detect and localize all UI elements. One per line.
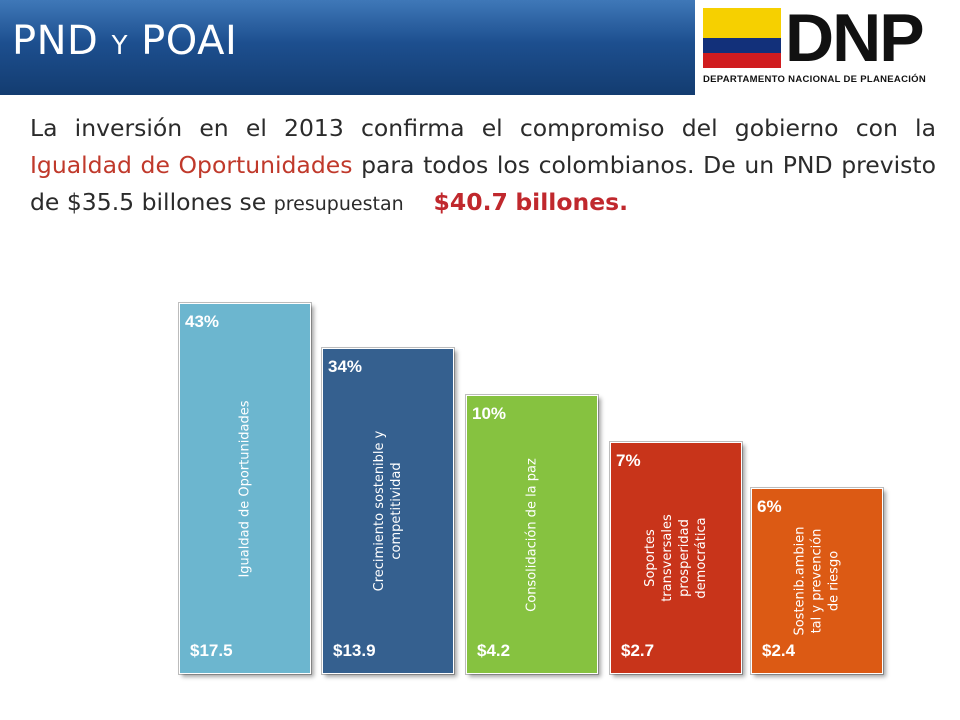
bar-percent-label: 10%: [472, 404, 507, 423]
bar-category-label: Igualdad de Oportunidades: [237, 399, 253, 578]
title-bar: PND Y POAI: [0, 0, 695, 95]
bar-percent-label: 43%: [185, 312, 220, 331]
page-title: PND Y POAI: [12, 18, 238, 64]
intro-paragraph: La inversión en el 2013 confirma el comp…: [30, 114, 936, 216]
logo-subtitle: DEPARTAMENTO NACIONAL DE PLANEACIÓN: [703, 74, 927, 85]
bar-value-label: $2.7: [621, 641, 655, 660]
bar-percent-label: 6%: [757, 497, 782, 516]
intro-amount: $40.7: [433, 188, 508, 216]
dnp-logo: DNP DEPARTAMENTO NACIONAL DE PLANEACIÓN: [695, 0, 960, 95]
bar-percent-label: 7%: [616, 451, 641, 470]
intro-amount-unit: billones.: [515, 188, 629, 216]
bar: 7% Soportes transversales prosperidad democr…: [609, 441, 743, 675]
bar-value-label: $4.2: [477, 641, 511, 660]
bar-value-label: $13.9: [333, 641, 376, 660]
bar-category-label: Soportes transversales prosperidad democrát…: [643, 514, 709, 602]
bar: 34% Crecimiento sostenible y competitivida…: [321, 347, 455, 675]
bar-percent-label: 34%: [328, 357, 363, 376]
bar: 43% Igualdad de Oportunidades $17.5: [178, 302, 312, 675]
bar-category-label: Sostenib.ambien tal y prevención de riesgo: [792, 526, 842, 636]
intro-highlight: Igualdad de Oportunidades: [30, 151, 353, 179]
bar-value-label: $2.4: [762, 641, 796, 660]
bar: 10% Consolidación de la paz $4.2: [465, 394, 599, 675]
bar: 6% Sostenib.ambien tal y prevención de ries…: [750, 487, 884, 675]
bar-category-label: Consolidación de la paz: [524, 457, 540, 612]
colombia-flag-icon: [703, 8, 781, 68]
bar-category-label: Crecimiento sostenible y competitividad: [372, 430, 404, 592]
bar-value-label: $17.5: [190, 641, 233, 660]
logo-mark: DNP: [785, 0, 925, 76]
